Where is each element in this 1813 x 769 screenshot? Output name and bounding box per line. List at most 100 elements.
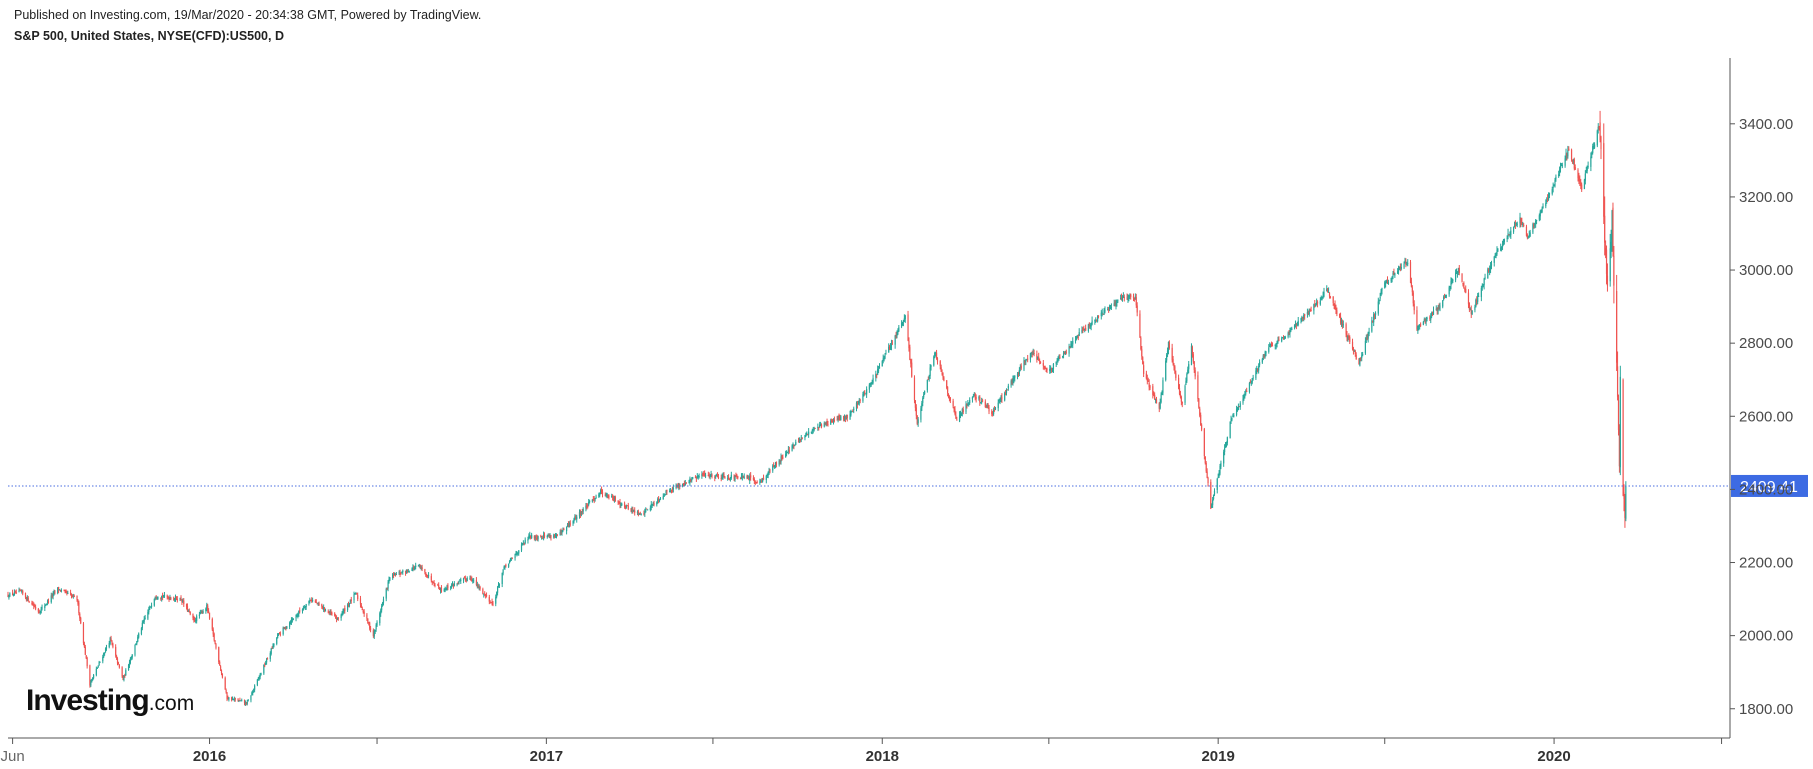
- candle: [721, 473, 723, 480]
- candle: [1102, 313, 1104, 315]
- candle: [1127, 294, 1129, 303]
- candle: [1031, 350, 1033, 358]
- candle: [1405, 258, 1407, 268]
- candle: [1245, 389, 1247, 396]
- candle: [90, 679, 92, 688]
- candle: [1030, 351, 1032, 358]
- candle: [420, 565, 422, 571]
- candle: [585, 502, 587, 512]
- candle: [393, 572, 396, 576]
- candle: [1109, 304, 1112, 310]
- candle: [1399, 263, 1401, 272]
- candle: [1381, 287, 1383, 295]
- candle: [517, 552, 519, 556]
- candle: [1397, 268, 1399, 275]
- candle: [581, 508, 583, 515]
- candle: [618, 501, 620, 505]
- candle: [888, 343, 890, 353]
- candle: [958, 411, 961, 423]
- candle: [1024, 359, 1026, 366]
- candle: [64, 589, 66, 594]
- candle: [225, 688, 227, 694]
- candle: [317, 602, 319, 606]
- candle: [382, 596, 385, 606]
- candle: [1281, 337, 1284, 339]
- candle: [45, 604, 47, 607]
- candle: [540, 534, 542, 538]
- candle: [971, 396, 974, 403]
- candle: [1321, 296, 1323, 301]
- candle: [381, 603, 383, 613]
- candle: [457, 581, 459, 585]
- candle: [1584, 170, 1586, 185]
- candle: [367, 618, 369, 624]
- candle: [1534, 222, 1536, 229]
- candle: [469, 575, 471, 580]
- candle: [567, 521, 570, 528]
- candle: [349, 599, 351, 604]
- candle: [1065, 349, 1067, 355]
- candle: [508, 563, 510, 569]
- candle: [914, 400, 916, 412]
- candle: [1500, 243, 1502, 252]
- candle: [144, 614, 146, 620]
- candle: [1244, 390, 1246, 399]
- candle: [954, 405, 956, 416]
- candle: [207, 603, 209, 614]
- candle: [199, 609, 201, 615]
- candle: [556, 534, 559, 537]
- candle: [1540, 209, 1542, 214]
- candle: [1242, 394, 1244, 405]
- candle: [1268, 344, 1270, 354]
- candle: [484, 591, 486, 597]
- candle: [118, 664, 120, 669]
- candle: [181, 599, 183, 605]
- candle: [662, 493, 664, 500]
- candle: [1326, 285, 1328, 292]
- candle: [1547, 194, 1549, 203]
- candle: [1553, 184, 1555, 187]
- candle: [978, 395, 980, 401]
- candle: [147, 609, 149, 621]
- candle: [439, 587, 442, 594]
- candle: [15, 589, 17, 595]
- candle: [1489, 265, 1491, 276]
- candle: [1503, 238, 1505, 245]
- candle: [1187, 366, 1189, 375]
- candle: [1512, 226, 1515, 234]
- candle: [1384, 280, 1386, 289]
- candle: [295, 614, 297, 622]
- candle: [1004, 389, 1007, 396]
- candle: [1315, 303, 1317, 307]
- candle: [1032, 348, 1034, 356]
- candle: [231, 696, 233, 702]
- candle: [772, 464, 774, 473]
- candle: [723, 472, 725, 478]
- candle: [328, 611, 330, 615]
- candle: [361, 606, 363, 611]
- candle: [891, 340, 893, 345]
- candle: [1203, 427, 1205, 460]
- candle: [1409, 259, 1412, 284]
- candle: [1172, 355, 1174, 366]
- candle: [909, 344, 911, 361]
- candle: [626, 505, 628, 507]
- candle: [200, 609, 202, 614]
- candle: [755, 481, 757, 484]
- candle: [431, 580, 433, 586]
- candle: [1224, 442, 1227, 448]
- candle: [569, 520, 571, 527]
- candle: [850, 409, 852, 417]
- candle: [930, 364, 932, 371]
- candle: [1353, 349, 1355, 352]
- candle: [839, 414, 841, 421]
- candle: [1087, 323, 1090, 333]
- candle: [150, 602, 153, 609]
- candle: [614, 495, 616, 502]
- candle: [1390, 277, 1392, 284]
- candle: [561, 529, 563, 536]
- candle: [1316, 300, 1319, 308]
- candle: [237, 698, 239, 702]
- candle: [762, 474, 765, 481]
